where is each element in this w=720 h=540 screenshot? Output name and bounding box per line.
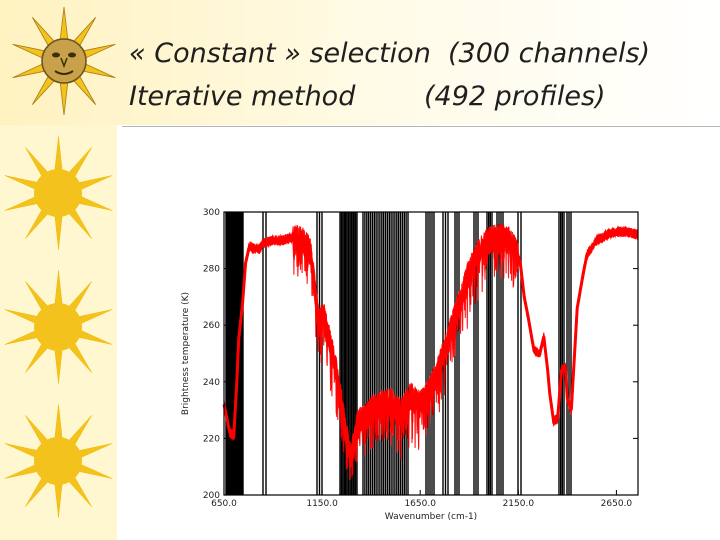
x-axis-title: Wavenumber (cm-1) xyxy=(385,512,477,522)
y-tick-label: 260 xyxy=(203,321,220,331)
ticks-group: 200 220 240 260 280 300 650.0 1150.0 1650.0 2150.… xyxy=(203,208,638,509)
sun-ray xyxy=(12,6,116,116)
y-tick-label: 200 xyxy=(203,491,220,501)
title-divider xyxy=(122,126,720,127)
slide-title-line-2: Iterative method (492 profiles) xyxy=(129,81,606,112)
sun-ray xyxy=(4,270,113,384)
title-band xyxy=(0,0,720,125)
y-tick-label: 280 xyxy=(203,265,220,275)
y-tick-label: 300 xyxy=(203,208,220,218)
sun-face-icon xyxy=(12,6,116,116)
sun-icon xyxy=(4,136,113,250)
x-tick-label: 2150.0 xyxy=(503,499,535,509)
y-tick-label: 220 xyxy=(203,434,220,444)
x-tick-label: 1650.0 xyxy=(404,499,436,509)
x-tick-label: 1150.0 xyxy=(306,499,338,509)
series-group xyxy=(222,223,639,481)
x-tick-label: 650.0 xyxy=(211,499,237,509)
x-tick-label: 2650.0 xyxy=(601,499,633,509)
sun-icon xyxy=(4,404,113,518)
plot-frame xyxy=(223,211,639,496)
sun-ray xyxy=(4,404,113,518)
series-line-mean xyxy=(222,230,639,460)
slide-title-line-1: « Constant » selection (300 channels) xyxy=(129,38,651,69)
sun-ray xyxy=(4,136,113,250)
y-tick-label: 240 xyxy=(203,378,220,388)
sun-icon xyxy=(4,270,113,384)
y-axis-title: Brightness temperature (K) xyxy=(181,292,191,415)
